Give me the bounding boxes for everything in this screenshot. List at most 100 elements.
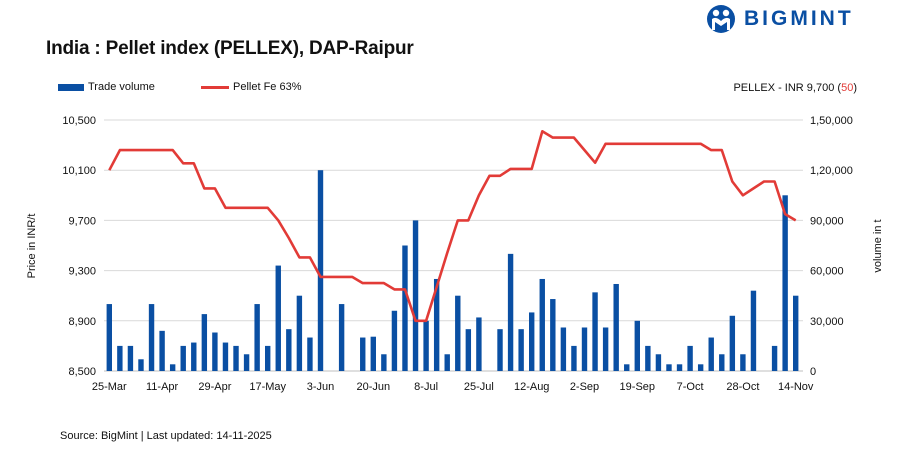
volume-bar bbox=[613, 283, 619, 371]
volume-bar bbox=[771, 345, 778, 371]
volume-bar bbox=[740, 354, 746, 371]
volume-bar bbox=[201, 314, 208, 371]
bigmint-logo: BIGMINT bbox=[706, 4, 854, 34]
volume-bar bbox=[719, 354, 725, 371]
logo-people-icon bbox=[707, 5, 735, 33]
y-right-title: volume in t bbox=[872, 219, 884, 272]
volume-bar bbox=[360, 337, 366, 371]
legend-pellet: Pellet Fe 63% bbox=[201, 81, 301, 93]
volume-bar bbox=[729, 315, 736, 371]
volume-bar bbox=[127, 345, 134, 371]
volume-bar bbox=[233, 345, 239, 371]
volume-bar bbox=[497, 329, 503, 371]
volume-bar bbox=[317, 170, 324, 371]
pellex-summary: PELLEX - INR 9,700 (50) bbox=[733, 82, 857, 94]
volume-bar bbox=[212, 332, 218, 371]
y-right-tick: 90,000 bbox=[810, 215, 844, 227]
volume-bar bbox=[507, 253, 514, 371]
volume-bar bbox=[423, 320, 429, 371]
volume-bar bbox=[117, 345, 123, 371]
y-right-tick: 1,20,000 bbox=[810, 165, 853, 177]
volume-bar bbox=[433, 278, 440, 371]
volume-bar bbox=[191, 342, 197, 371]
volume-bar bbox=[265, 345, 271, 371]
x-tick: 14-Nov bbox=[778, 381, 814, 393]
volume-bar bbox=[581, 327, 588, 371]
volume-bar bbox=[465, 329, 472, 371]
volume-bar bbox=[159, 330, 165, 371]
volume-bar bbox=[180, 345, 186, 371]
volume-bar bbox=[550, 299, 556, 371]
volume-bar bbox=[634, 320, 640, 371]
volume-bar bbox=[645, 345, 651, 371]
volume-bar bbox=[444, 354, 450, 371]
legend-trade-volume: Trade volume bbox=[58, 81, 155, 93]
volume-bar bbox=[697, 364, 704, 371]
x-tick: 19-Sep bbox=[620, 381, 655, 393]
volume-bar bbox=[529, 312, 535, 371]
x-tick: 25-Jul bbox=[464, 381, 494, 393]
volume-bar bbox=[275, 265, 281, 371]
volume-bar bbox=[106, 304, 112, 371]
volume-bar bbox=[338, 304, 345, 371]
volume-bar bbox=[476, 317, 482, 371]
volume-bar bbox=[391, 310, 398, 371]
y-left-tick: 8,500 bbox=[68, 366, 96, 378]
x-tick: 25-Mar bbox=[92, 381, 127, 393]
y-right-tick: 1,50,000 bbox=[810, 115, 853, 127]
volume-bar bbox=[793, 295, 799, 371]
volume-bar bbox=[602, 327, 609, 371]
volume-bar bbox=[750, 290, 757, 371]
volume-bar bbox=[243, 354, 250, 371]
volume-bar bbox=[148, 304, 155, 371]
y-left-tick: 9,700 bbox=[68, 215, 96, 227]
y-left-title: Price in INR/t bbox=[26, 214, 38, 279]
volume-bar bbox=[560, 327, 567, 371]
legend-label: Pellet Fe 63% bbox=[233, 81, 302, 93]
source-note: Source: BigMint | Last updated: 14-11-20… bbox=[60, 430, 272, 442]
volume-bar bbox=[655, 354, 662, 371]
y-left-tick: 8,900 bbox=[68, 316, 96, 328]
volume-bar bbox=[455, 295, 461, 371]
pellex-change: 50 bbox=[841, 82, 854, 94]
volume-bar bbox=[381, 354, 387, 371]
volume-bar bbox=[138, 359, 144, 371]
legend-bar-swatch bbox=[58, 83, 84, 91]
price-line bbox=[108, 130, 797, 323]
paren: ( bbox=[834, 82, 842, 94]
volume-bar bbox=[169, 364, 176, 371]
volume-bar bbox=[254, 304, 260, 371]
volume-bar bbox=[307, 337, 313, 371]
x-tick: 28-Oct bbox=[726, 381, 759, 393]
volume-bar bbox=[782, 195, 788, 371]
volume-bar bbox=[539, 278, 545, 371]
x-tick: 29-Apr bbox=[198, 381, 231, 393]
x-tick: 11-Apr bbox=[146, 381, 179, 393]
x-tick: 3-Jun bbox=[307, 381, 335, 393]
x-tick: 2-Sep bbox=[570, 381, 599, 393]
volume-bar bbox=[222, 342, 229, 371]
volume-bar bbox=[687, 345, 693, 371]
x-tick: 12-Aug bbox=[514, 381, 549, 393]
y-right-tick: 30,000 bbox=[810, 316, 844, 328]
y-left-tick: 10,500 bbox=[62, 115, 96, 127]
volume-bar bbox=[286, 329, 292, 371]
paren: ) bbox=[853, 82, 857, 94]
volume-bar bbox=[676, 364, 683, 371]
volume-bar bbox=[666, 364, 672, 371]
y-left-tick: 9,300 bbox=[68, 266, 96, 278]
pellex-value: PELLEX - INR 9,700 bbox=[733, 82, 835, 94]
volume-bar bbox=[571, 345, 577, 371]
legend-label: Trade volume bbox=[88, 81, 155, 93]
y-left-tick: 10,100 bbox=[62, 165, 96, 177]
y-right-tick: 60,000 bbox=[810, 266, 844, 278]
logo-text: BIGMINT bbox=[744, 7, 854, 30]
legend-line-swatch bbox=[201, 85, 229, 89]
volume-bar bbox=[402, 245, 408, 371]
volume-bar bbox=[624, 364, 630, 371]
volume-bar bbox=[412, 220, 419, 371]
volume-bar bbox=[296, 295, 303, 371]
chart-title: India : Pellet index (PELLEX), DAP-Raipu… bbox=[46, 38, 414, 59]
x-tick: 17-May bbox=[249, 381, 286, 393]
